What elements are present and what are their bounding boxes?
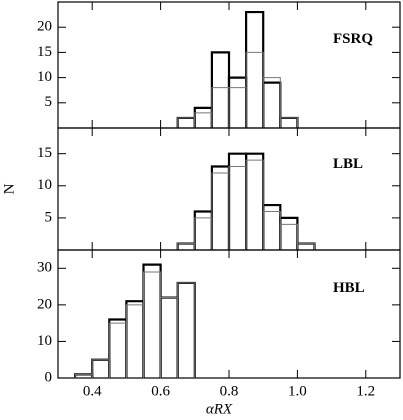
histogram-bin (142, 263, 162, 378)
histogram-bin (176, 281, 196, 378)
panel-label: HBL (333, 280, 365, 296)
histogram-bin (227, 76, 248, 128)
y-axis-label: N (1, 183, 17, 194)
histogram-bin (262, 77, 281, 128)
x-tick-label: 1.2 (356, 383, 375, 399)
y-tick-label: 5 (45, 209, 53, 225)
x-tick-label: 0.4 (83, 383, 102, 399)
histogram-bin (91, 359, 110, 378)
y-tick-label: 10 (37, 177, 52, 193)
histogram-bin (296, 243, 315, 250)
x-tick-label: 0.6 (151, 383, 170, 399)
x-tick-label: 0.8 (220, 383, 239, 399)
y-tick-label: 20 (37, 296, 52, 312)
histogram-bin (125, 300, 145, 378)
histogram-bin (279, 223, 298, 250)
histogram-bin (245, 152, 265, 250)
histogram-bin (211, 87, 230, 128)
histogram-bin (91, 358, 111, 378)
histogram-bin (279, 116, 299, 128)
histogram-bin (108, 322, 127, 378)
y-tick-label: 10 (37, 69, 52, 85)
histogram-bin (177, 117, 196, 128)
histogram-bin (194, 217, 213, 250)
histogram-bin (160, 297, 179, 378)
histogram-bin (193, 210, 213, 250)
histogram-bin (194, 112, 213, 128)
histogram-bin (279, 117, 298, 128)
x-tick-label: 1.0 (288, 383, 307, 399)
histogram-bin (245, 159, 264, 250)
histogram-bin (176, 242, 196, 250)
histogram-bin (176, 116, 196, 128)
histogram-bin (210, 165, 231, 250)
histogram-bin (227, 152, 248, 250)
y-tick-label: 15 (37, 44, 52, 60)
histogram-bin (262, 81, 282, 128)
y-tick-label: 20 (37, 19, 52, 35)
histogram-bin (228, 166, 247, 250)
y-tick-label: 15 (37, 145, 52, 161)
histogram-bin (108, 318, 128, 378)
x-axis-label: αRX (206, 401, 233, 417)
histogram-bin (125, 304, 144, 378)
histogram-bin (177, 282, 196, 378)
histogram-bin (193, 106, 213, 128)
histogram-bin (211, 172, 230, 250)
histogram-bin (262, 210, 281, 250)
histogram-bin (159, 296, 179, 378)
histogram-bin (228, 87, 247, 128)
panel-label: LBL (333, 156, 363, 172)
panel-label: FSRQ (333, 31, 373, 47)
histogram-bin (245, 10, 265, 128)
histogram-bin (143, 271, 162, 378)
histogram-bin (296, 242, 316, 250)
y-tick-label: 5 (45, 94, 53, 110)
y-tick-label: 0 (45, 369, 53, 385)
y-tick-label: 10 (37, 333, 52, 349)
histogram-bin (210, 51, 231, 128)
histogram-bin (245, 51, 264, 128)
y-tick-label: 30 (37, 260, 52, 276)
histogram-bin (279, 216, 299, 250)
